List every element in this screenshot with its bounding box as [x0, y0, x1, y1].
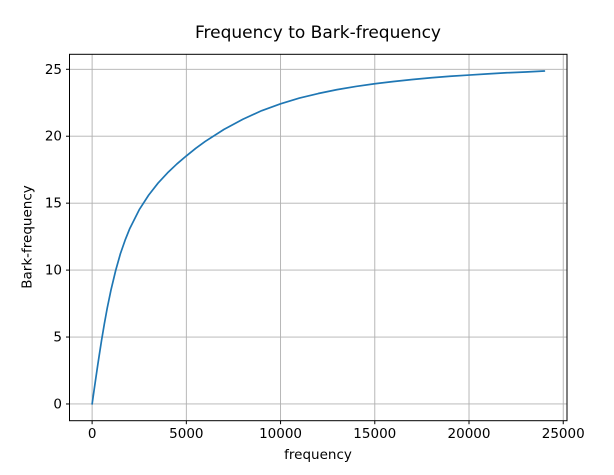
y-tick-label: 15 — [45, 196, 62, 212]
data-line-bark-curve — [91, 70, 546, 405]
x-tick-label: 20000 — [448, 426, 491, 442]
chart-title: Frequency to Bark-frequency — [194, 23, 441, 43]
y-axis-label: Bark-frequency — [19, 185, 36, 289]
x-tick-label: 0 — [88, 426, 97, 442]
y-tick-label: 10 — [45, 263, 62, 279]
x-tick-label: 10000 — [259, 426, 302, 442]
x-axis-label: frequency — [284, 447, 352, 463]
x-tick-label: 15000 — [353, 426, 396, 442]
axes-spines — [69, 53, 568, 422]
x-tick-label: 25000 — [542, 426, 585, 442]
y-tick-label: 25 — [45, 62, 62, 78]
y-tick-label: 5 — [53, 330, 62, 346]
y-tick-label: 20 — [45, 129, 62, 145]
y-tick-label: 0 — [53, 396, 62, 412]
x-tick-label: 5000 — [169, 426, 203, 442]
